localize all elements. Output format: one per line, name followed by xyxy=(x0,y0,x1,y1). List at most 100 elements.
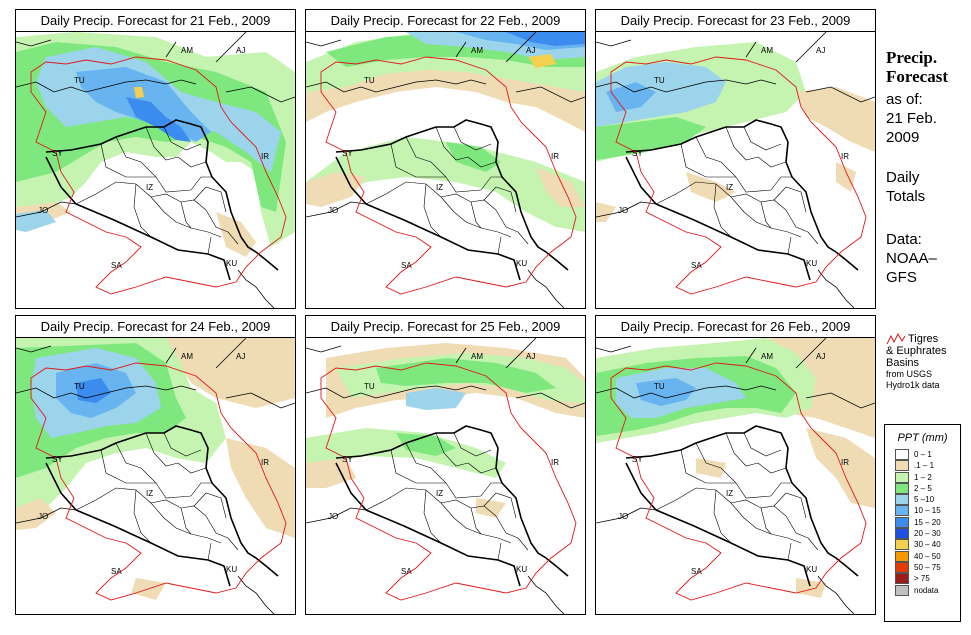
country-border xyxy=(16,201,77,218)
province-border xyxy=(655,181,745,213)
province-border xyxy=(495,209,519,233)
map-svg: AM AJ TU SY IR JO SA KU IZ xyxy=(306,338,585,614)
country-label-iz: IZ xyxy=(726,183,733,192)
province-border xyxy=(145,432,179,467)
province-border xyxy=(480,176,502,191)
country-border xyxy=(515,392,585,409)
province-border xyxy=(390,143,482,193)
country-label-jo: JO xyxy=(328,206,338,215)
country-border xyxy=(625,425,859,577)
legend-item: 30 – 40 xyxy=(895,539,960,551)
province-border xyxy=(517,537,529,551)
province-border xyxy=(163,432,202,457)
asof-label: as of: xyxy=(886,91,923,108)
precip-area xyxy=(306,137,585,232)
country-border xyxy=(225,86,295,103)
country-label-tu: TU xyxy=(654,76,665,85)
legend-label: 5 –10 xyxy=(914,495,935,505)
country-border xyxy=(455,41,467,58)
forecast-panel-feb24: Daily Precip. Forecast for 24 Feb., 2009… xyxy=(15,315,296,616)
province-border xyxy=(467,156,497,168)
legend-label: 1 – 2 xyxy=(914,472,932,482)
province-border xyxy=(743,211,802,238)
basin-line-4: from USGS xyxy=(886,369,933,379)
country-label-sa: SA xyxy=(111,261,122,270)
province-border xyxy=(730,193,787,211)
precip-area xyxy=(596,202,616,222)
country-label-jo: JO xyxy=(618,206,628,215)
legend-item: > 75 xyxy=(895,573,960,585)
country-border xyxy=(335,425,569,577)
precip-area xyxy=(806,428,875,508)
data-line-2: NOAA– xyxy=(886,250,937,267)
basin-boundary xyxy=(320,362,577,601)
province-border xyxy=(145,126,179,161)
basin-boundary xyxy=(30,362,287,601)
precip-area xyxy=(446,142,501,172)
country-label-ir: IR xyxy=(261,458,269,467)
province-border xyxy=(453,432,492,457)
country-border xyxy=(455,347,467,364)
country-label-jo: JO xyxy=(618,512,628,521)
basin-line-icon xyxy=(886,333,906,345)
province-border xyxy=(150,193,207,211)
province-border xyxy=(163,211,222,238)
country-border xyxy=(16,385,197,399)
province-border xyxy=(655,487,745,519)
legend-swatch xyxy=(895,516,909,528)
precip-area xyxy=(506,32,585,46)
legend-item: 2 – 5 xyxy=(895,482,960,494)
country-border xyxy=(745,41,757,58)
country-label-jo: JO xyxy=(38,206,48,215)
country-border xyxy=(225,392,295,409)
province-border xyxy=(180,201,192,229)
province-border xyxy=(227,537,239,551)
legend-swatch xyxy=(895,449,909,460)
country-label-am: AM xyxy=(761,46,773,55)
province-border xyxy=(75,181,165,213)
country-label-ku: KU xyxy=(806,565,817,574)
province-border xyxy=(180,507,192,535)
province-border xyxy=(163,126,202,151)
country-border xyxy=(215,338,247,369)
legend-item: 40 – 50 xyxy=(895,550,960,562)
legend-item: 15 – 20 xyxy=(895,516,960,528)
province-border xyxy=(760,507,772,535)
legend-swatch xyxy=(895,528,909,540)
country-label-ku: KU xyxy=(806,259,817,268)
province-border xyxy=(757,156,787,168)
country-label-sy: SY xyxy=(342,149,353,158)
legend-label: 10 – 15 xyxy=(914,506,941,516)
panel-title: Daily Precip. Forecast for 21 Feb., 2009 xyxy=(15,9,296,33)
country-label-tu: TU xyxy=(364,76,375,85)
country-label-sa: SA xyxy=(691,567,702,576)
country-label-ir: IR xyxy=(261,152,269,161)
basin-line-2: & Euphrates xyxy=(886,345,947,357)
country-label-sy: SY xyxy=(52,455,63,464)
precip-area xyxy=(16,498,56,530)
province-border xyxy=(435,126,469,161)
country-border xyxy=(165,347,177,364)
country-label-am: AM xyxy=(181,46,193,55)
province-border xyxy=(730,499,787,517)
province-border xyxy=(440,193,497,211)
title-line-1: Precip. xyxy=(886,48,938,67)
map-svg: AM AJ TU SY IR JO SA KU IZ xyxy=(596,338,875,614)
forecast-panel-feb22: Daily Precip. Forecast for 22 Feb., 2009… xyxy=(305,9,586,310)
title-line-2: Forecast xyxy=(886,67,948,86)
province-border xyxy=(517,231,529,245)
country-label-iz: IZ xyxy=(146,183,153,192)
province-border xyxy=(453,126,492,151)
country-border xyxy=(165,41,177,58)
legend-swatch xyxy=(895,471,909,483)
forecast-date-line-2: 2009 xyxy=(886,129,920,146)
province-border xyxy=(480,482,502,497)
basin-note: Tigres & Euphrates Basins from USGS Hydr… xyxy=(886,333,966,391)
basin-line-5: Hydro1k data xyxy=(886,380,940,390)
province-border xyxy=(435,432,469,467)
country-label-aj: AJ xyxy=(526,46,535,55)
province-border xyxy=(807,537,819,551)
precip-area xyxy=(226,438,295,538)
country-label-tu: TU xyxy=(654,382,665,391)
province-border xyxy=(787,236,792,255)
